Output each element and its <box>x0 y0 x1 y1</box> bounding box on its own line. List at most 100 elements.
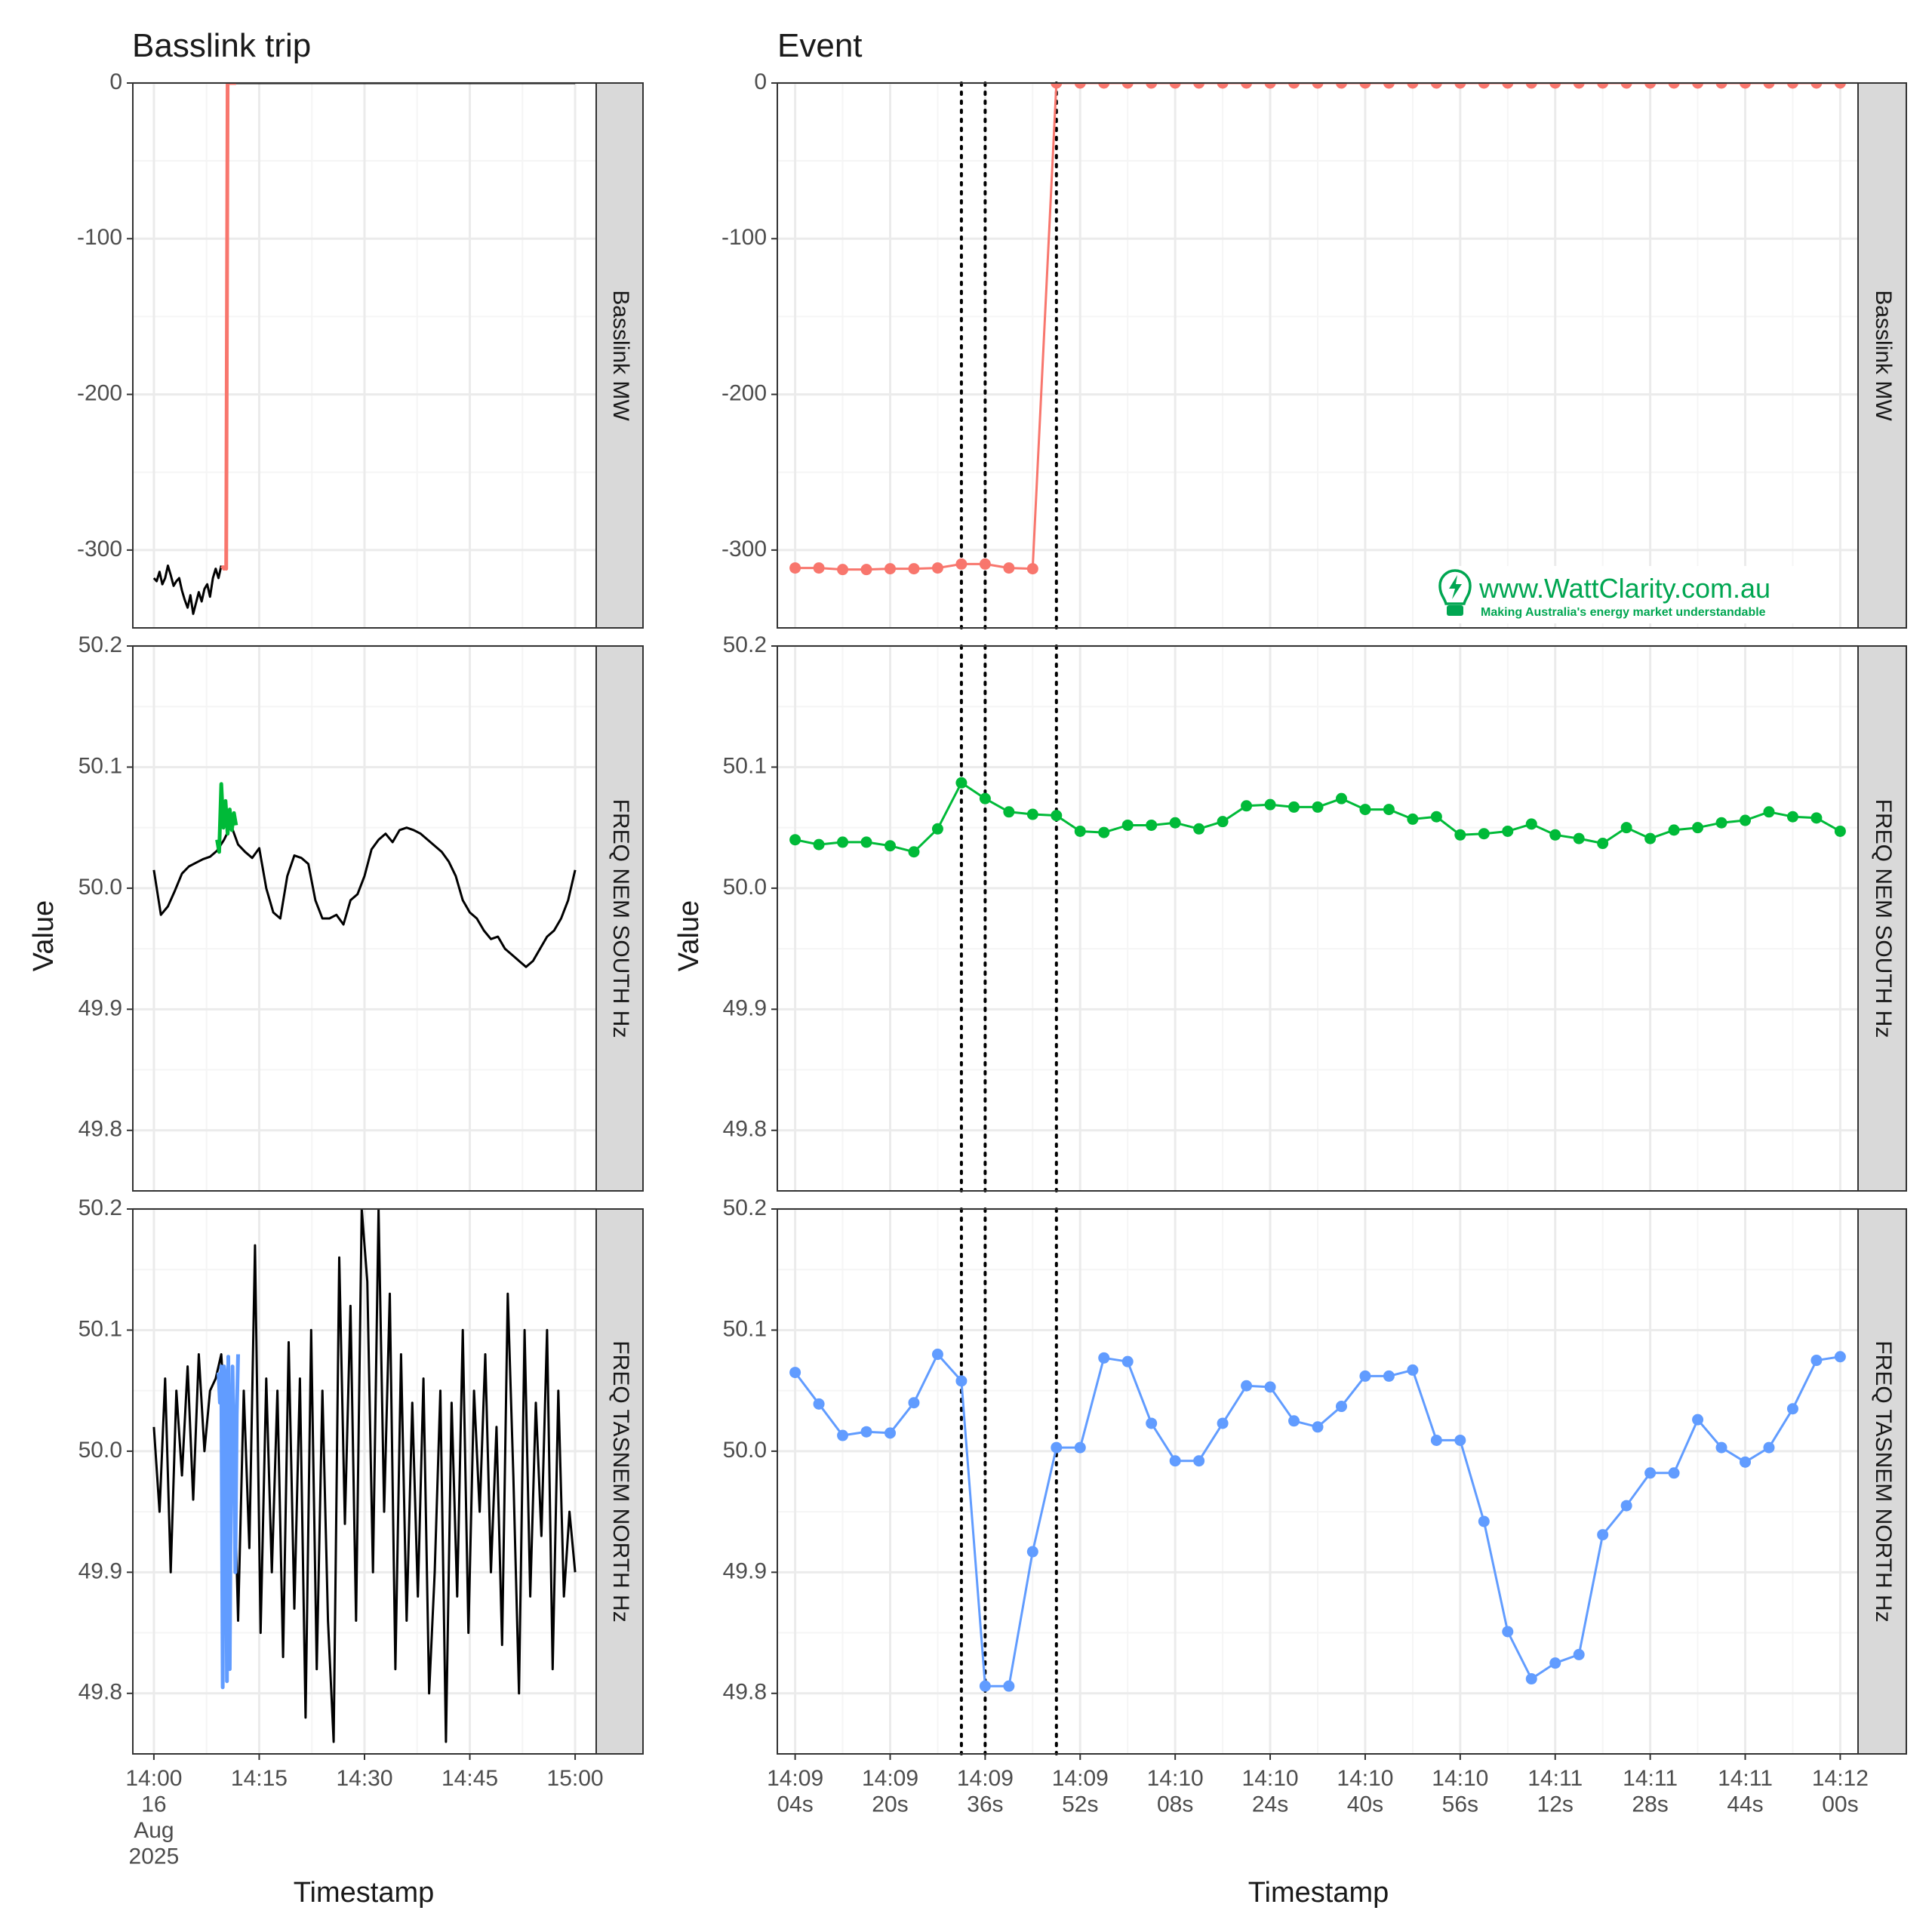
data-point <box>1407 813 1419 825</box>
y-tick-label: 49.8 <box>723 1117 767 1142</box>
x-tick-label-line: 52s <box>1062 1792 1098 1817</box>
data-point <box>1502 825 1514 837</box>
data-point <box>1786 1403 1798 1415</box>
x-tick-label-line: 14:30 <box>336 1766 392 1791</box>
data-point <box>1740 1456 1752 1468</box>
data-point <box>1430 1434 1442 1446</box>
y-tick-label: 50.2 <box>723 632 767 657</box>
data-point <box>1098 1352 1110 1364</box>
data-point <box>1335 792 1347 804</box>
data-point <box>1692 83 1704 89</box>
data-point <box>1074 83 1086 89</box>
y-tick-label: 50.0 <box>78 875 122 900</box>
data-point <box>1763 1441 1775 1454</box>
data-point <box>1051 83 1063 89</box>
x-tick-label: 14:09 52s <box>1052 1766 1109 1817</box>
y-tick-label: 50.2 <box>78 632 122 657</box>
data-point <box>1692 822 1704 834</box>
series-line <box>795 83 1841 571</box>
data-point <box>1098 826 1110 838</box>
x-tick-label: 14:10 24s <box>1242 1766 1299 1817</box>
x-tick-label-line: 14:10 <box>1337 1766 1393 1791</box>
data-point <box>1193 1455 1205 1467</box>
x-tick-label-line: Aug <box>134 1818 174 1843</box>
facet-strip <box>595 82 644 629</box>
y-tick-label: 49.9 <box>78 995 122 1020</box>
y-tick-label: 49.8 <box>723 1680 767 1705</box>
series-line <box>152 565 223 615</box>
data-point <box>813 1398 825 1410</box>
x-tick-label-line: 12s <box>1537 1792 1574 1817</box>
data-point <box>1810 1355 1823 1367</box>
data-point <box>813 562 825 574</box>
data-point <box>1359 83 1371 89</box>
data-point <box>1834 1351 1846 1363</box>
data-point <box>1454 1434 1466 1446</box>
data-point <box>1668 83 1680 89</box>
data-point <box>955 1375 968 1387</box>
x-tick-label-line: 14:09 <box>767 1766 823 1791</box>
x-tick-label-line: 14:09 <box>1052 1766 1109 1791</box>
series-line <box>152 824 577 968</box>
x-tick-label: 14:45 <box>441 1766 498 1791</box>
data-point <box>1740 814 1752 826</box>
data-point <box>1264 83 1276 89</box>
x-tick-label-line: 04s <box>777 1792 813 1817</box>
x-tick-label-line: 28s <box>1632 1792 1668 1817</box>
data-point <box>1264 798 1276 811</box>
data-point <box>1407 83 1419 89</box>
x-tick-label: 14:30 <box>336 1766 392 1791</box>
data-point <box>1121 83 1134 89</box>
y-tick-label: 50.0 <box>723 875 767 900</box>
facet-strip <box>1857 645 1907 1192</box>
x-tick-label-line: 08s <box>1157 1792 1193 1817</box>
x-tick-label: 14:15 <box>231 1766 288 1791</box>
x-tick-label-line: 14:09 <box>862 1766 918 1791</box>
data-point <box>1549 83 1561 89</box>
data-point <box>884 1427 896 1439</box>
x-tick-label: 14:11 12s <box>1527 1766 1583 1817</box>
data-point <box>1502 83 1514 89</box>
x-tick-label-line: 14:15 <box>231 1766 288 1791</box>
data-point <box>860 1426 872 1438</box>
x-tick-label: 14:10 08s <box>1147 1766 1204 1817</box>
facet-strip-label: Basslink MW <box>608 290 633 421</box>
data-point <box>1478 83 1490 89</box>
data-point <box>1430 83 1442 89</box>
x-tick-label-line: 14:11 <box>1718 1766 1773 1791</box>
data-point <box>979 792 991 804</box>
data-point <box>1312 83 1324 89</box>
series-group <box>152 1209 577 1743</box>
data-point <box>1430 811 1442 823</box>
data-point <box>1288 801 1300 813</box>
data-point <box>908 846 920 858</box>
data-point <box>1597 83 1609 89</box>
data-point <box>1193 823 1205 835</box>
data-point <box>1715 817 1727 829</box>
data-point <box>1454 829 1466 841</box>
panel-0-2: FREQ TASNEM NORTH Hz 50.2 50.1 50.0 49.9 49.8… <box>78 1195 644 1869</box>
data-point <box>1312 1421 1324 1433</box>
data-point <box>1217 1417 1229 1429</box>
data-point <box>1763 806 1775 818</box>
data-point <box>1668 824 1680 836</box>
y-tick-label: 49.9 <box>78 1558 122 1583</box>
data-point <box>1740 83 1752 89</box>
y-tick-label: 50.1 <box>723 1316 767 1341</box>
data-point <box>1573 1648 1585 1660</box>
data-point <box>1026 563 1038 575</box>
y-tick-label: 50.1 <box>723 753 767 778</box>
y-tick-label: 50.0 <box>78 1438 122 1463</box>
data-point <box>1834 825 1846 837</box>
facet-strip-label: FREQ NEM SOUTH Hz <box>1871 799 1896 1038</box>
lightbulb-icon <box>1438 569 1472 616</box>
data-point <box>1692 1414 1704 1426</box>
data-point <box>789 834 801 846</box>
data-point <box>1786 83 1798 89</box>
data-point <box>1549 1657 1561 1669</box>
right-chart-title: Event <box>777 27 863 64</box>
x-tick-label-line: 14:11 <box>1623 1766 1678 1791</box>
data-point <box>884 840 896 852</box>
data-point <box>1074 825 1086 837</box>
panel-1-1: FREQ NEM SOUTH Hz 50.2 50.1 50.0 49.9 49.8 <box>723 632 1907 1192</box>
